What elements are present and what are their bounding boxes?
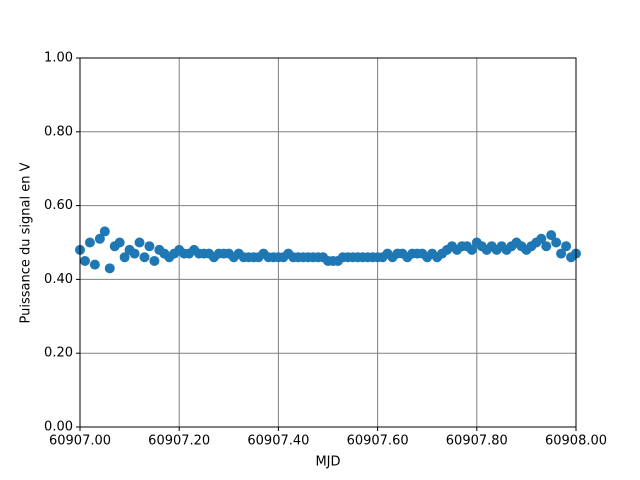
point <box>134 237 145 248</box>
point <box>114 237 125 248</box>
y-axis-label: Puissance du signal en V <box>19 162 34 323</box>
point <box>466 244 477 255</box>
x-tick-label: 60907.00 <box>49 434 111 449</box>
x-tick-label: 60907.80 <box>446 434 508 449</box>
point <box>104 263 115 274</box>
y-tick-label: 1.00 <box>44 51 73 66</box>
y-tick-label: 0.00 <box>44 420 73 435</box>
point <box>546 230 557 241</box>
point <box>139 252 150 263</box>
x-tick-label: 60907.60 <box>347 434 409 449</box>
x-tick-label: 60907.20 <box>148 434 210 449</box>
point <box>94 233 105 244</box>
x-tick-label: 60908.00 <box>545 434 607 449</box>
point <box>149 255 160 266</box>
y-tick-label: 0.20 <box>44 346 73 361</box>
y-tick-label: 0.60 <box>44 198 73 213</box>
x-tick-label: 60907.40 <box>247 434 309 449</box>
point <box>84 237 95 248</box>
point <box>79 255 90 266</box>
point <box>99 226 110 237</box>
point <box>144 241 155 252</box>
point <box>556 248 567 259</box>
point <box>551 237 562 248</box>
y-tick-label: 0.80 <box>44 124 73 139</box>
plot-frame <box>79 57 577 428</box>
point <box>129 248 140 259</box>
x-axis-label: MJD <box>315 455 340 470</box>
y-tick-label: 0.40 <box>44 272 73 287</box>
point <box>119 252 130 263</box>
point <box>89 259 100 270</box>
point <box>541 241 552 252</box>
point <box>536 233 547 244</box>
point <box>561 241 572 252</box>
